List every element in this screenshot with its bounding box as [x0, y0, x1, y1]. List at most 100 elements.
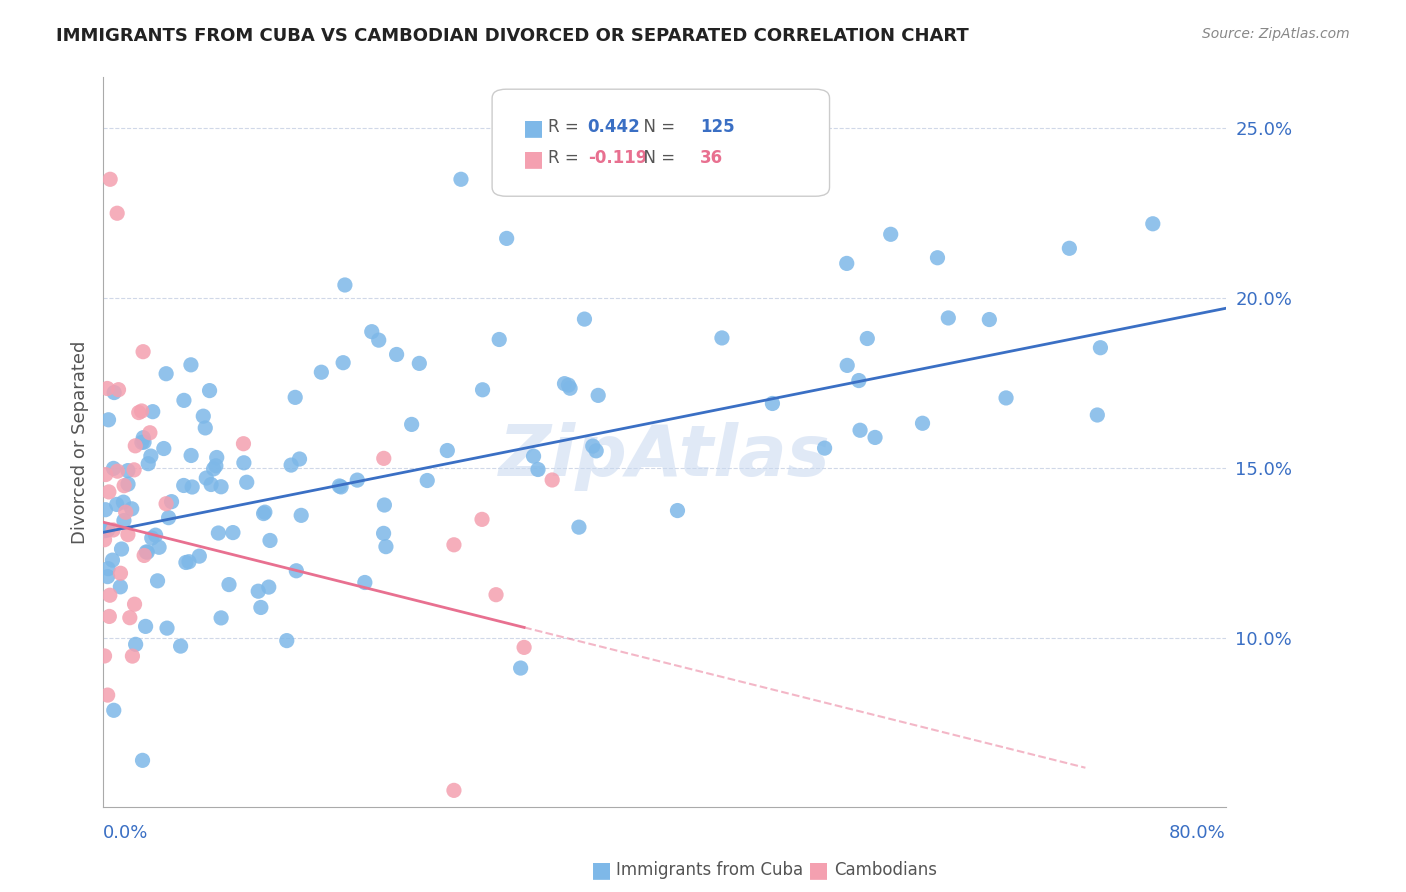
Point [205, 450, 228, 465]
Point [103, 385, 125, 400]
Point [979, 312, 1001, 326]
Point [401, 417, 423, 432]
Point [136, 457, 159, 471]
Point [232, 456, 254, 470]
Point [218, 577, 240, 591]
Point [132, 431, 155, 445]
Point [311, 365, 333, 379]
Point [257, 580, 280, 594]
Point [132, 435, 155, 450]
Text: -0.119: -0.119 [588, 149, 647, 167]
Point [1085, 408, 1108, 422]
Point [586, 388, 609, 402]
Point [222, 525, 245, 540]
Text: 80.0%: 80.0% [1168, 824, 1226, 842]
Point [131, 753, 153, 767]
Point [436, 443, 458, 458]
Point [995, 391, 1018, 405]
Point [112, 514, 135, 528]
Point [160, 494, 183, 508]
Text: ■: ■ [808, 860, 830, 880]
Point [193, 409, 215, 424]
Point [471, 383, 494, 397]
Point [98, 588, 121, 602]
Text: ■: ■ [523, 149, 544, 169]
Point [141, 531, 163, 545]
Point [97, 562, 120, 576]
Text: R =: R = [548, 118, 585, 136]
Point [146, 574, 169, 588]
Point [93, 533, 115, 547]
Point [1090, 341, 1112, 355]
Point [181, 480, 204, 494]
Point [252, 507, 274, 521]
Point [276, 633, 298, 648]
Point [202, 462, 225, 476]
Point [124, 439, 146, 453]
Point [710, 331, 733, 345]
Point [837, 359, 859, 373]
Point [522, 449, 544, 463]
Point [835, 256, 858, 270]
Point [259, 533, 281, 548]
Point [582, 439, 605, 453]
Point [135, 545, 157, 559]
Text: R =: R = [548, 149, 585, 167]
Point [541, 473, 564, 487]
Point [408, 356, 430, 370]
Point [285, 564, 308, 578]
Point [927, 251, 949, 265]
Point [209, 480, 232, 494]
Point [813, 441, 835, 455]
Point [332, 356, 354, 370]
Point [207, 526, 229, 541]
Point [114, 505, 136, 519]
Text: 0.442: 0.442 [588, 118, 641, 136]
Point [110, 542, 132, 557]
Point [557, 378, 579, 392]
Point [173, 393, 195, 408]
Point [97, 523, 120, 537]
Text: IMMIGRANTS FROM CUBA VS CAMBODIAN DIVORCED OR SEPARATED CORRELATION CHART: IMMIGRANTS FROM CUBA VS CAMBODIAN DIVORC… [56, 27, 969, 45]
Point [585, 443, 607, 458]
Point [107, 383, 129, 397]
Point [290, 508, 312, 523]
Point [416, 474, 439, 488]
Point [134, 549, 156, 563]
Point [232, 436, 254, 450]
Point [97, 688, 120, 702]
Point [155, 367, 177, 381]
Point [128, 406, 150, 420]
Point [173, 478, 195, 492]
Point [142, 405, 165, 419]
Point [1059, 241, 1081, 255]
Point [98, 172, 121, 186]
Point [180, 449, 202, 463]
Point [105, 497, 128, 511]
Point [328, 479, 350, 493]
Point [495, 231, 517, 245]
Point [131, 404, 153, 418]
Point [373, 498, 395, 512]
Point [112, 495, 135, 509]
Text: 0.0%: 0.0% [103, 824, 149, 842]
Point [117, 464, 139, 478]
Point [450, 172, 472, 186]
Text: 125: 125 [700, 118, 735, 136]
Point [98, 609, 121, 624]
Point [139, 425, 162, 440]
Point [94, 502, 117, 516]
Point [488, 333, 510, 347]
Point [485, 588, 508, 602]
Point [568, 520, 591, 534]
Point [96, 382, 118, 396]
Point [174, 556, 197, 570]
Point [135, 619, 157, 633]
Point [112, 478, 135, 492]
Point [288, 452, 311, 467]
Point [443, 783, 465, 797]
Text: N =: N = [633, 118, 681, 136]
Point [373, 526, 395, 541]
Point [139, 449, 162, 463]
Point [198, 384, 221, 398]
